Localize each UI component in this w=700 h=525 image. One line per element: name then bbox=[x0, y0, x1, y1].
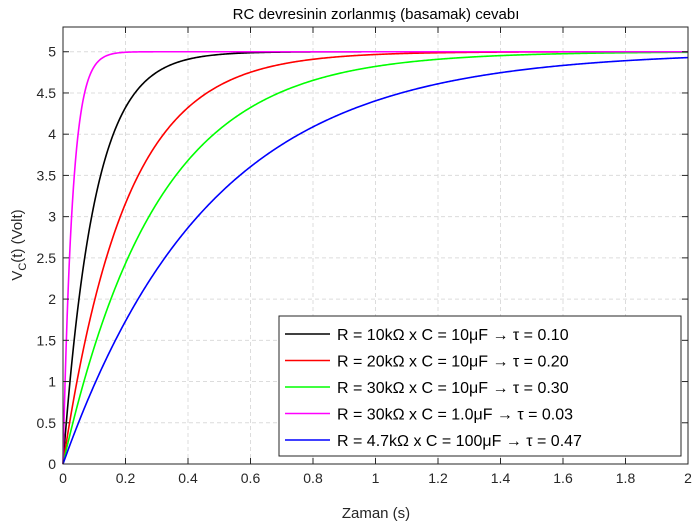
y-axis-label-main: V bbox=[9, 271, 26, 281]
y-axis-label: VC(t) (Volt) bbox=[9, 209, 29, 280]
x-tick-label: 1.6 bbox=[553, 470, 573, 486]
series-line bbox=[62, 51, 689, 465]
x-tick-label: 0.4 bbox=[178, 470, 198, 486]
x-tick-label: 1.2 bbox=[428, 470, 448, 486]
ticks bbox=[62, 27, 689, 465]
x-tick-label: 1 bbox=[372, 470, 380, 486]
series-line bbox=[62, 56, 689, 465]
legend: R = 10kΩ x C = 10μF → τ = 0.10 R = 20kΩ x… bbox=[278, 315, 682, 457]
x-tick-label: 0.6 bbox=[241, 470, 261, 486]
y-tick-label: 0.5 bbox=[37, 415, 57, 431]
y-tick-label: 4 bbox=[48, 126, 56, 142]
legend-label: R = 30kΩ x C = 10μF → τ = 0.30 bbox=[337, 380, 569, 397]
y-axis-label-sub: C bbox=[17, 263, 29, 271]
legend-box bbox=[278, 315, 682, 457]
y-tick-label: 3.5 bbox=[37, 167, 57, 183]
legend-label: R = 4.7kΩ x C = 100μF → τ = 0.47 bbox=[337, 433, 582, 450]
x-tick-label: 0.8 bbox=[303, 470, 323, 486]
series-line bbox=[62, 50, 688, 465]
x-tick-label: 0 bbox=[59, 470, 67, 486]
y-tick-label: 1.5 bbox=[37, 332, 57, 348]
y-axis-label-rest: (t) (Volt) bbox=[9, 209, 26, 262]
legend-label: R = 30kΩ x C = 1.0μF → τ = 0.03 bbox=[337, 407, 573, 424]
y-tick-label: 5 bbox=[48, 44, 56, 60]
series-layer bbox=[62, 50, 689, 465]
y-tick-labels: 0 0.5 1 1.5 2 2.5 3 3.5 4 4.5 5 bbox=[37, 44, 57, 472]
y-tick-label: 2.5 bbox=[37, 250, 57, 266]
x-tick-label: 2 bbox=[684, 470, 692, 486]
y-tick-label: 4.5 bbox=[37, 85, 57, 101]
x-tick-labels: 0 0.2 0.4 0.6 0.8 1 1.2 1.4 1.6 1.8 2 bbox=[59, 470, 692, 486]
x-tick-label: 1.4 bbox=[491, 470, 511, 486]
legend-label: R = 10kΩ x C = 10μF → τ = 0.10 bbox=[337, 327, 569, 344]
x-axis-label: Zaman (s) bbox=[342, 505, 410, 522]
y-tick-label: 1 bbox=[48, 374, 56, 390]
y-tick-label: 3 bbox=[48, 209, 56, 225]
y-tick-label: 0 bbox=[48, 456, 56, 472]
chart-title: RC devresinin zorlanmış (basamak) cevabı bbox=[233, 6, 520, 23]
x-tick-label: 1.8 bbox=[616, 470, 636, 486]
legend-label: R = 20kΩ x C = 10μF → τ = 0.20 bbox=[337, 354, 569, 371]
y-tick-label: 2 bbox=[48, 291, 56, 307]
x-tick-label: 0.2 bbox=[116, 470, 136, 486]
